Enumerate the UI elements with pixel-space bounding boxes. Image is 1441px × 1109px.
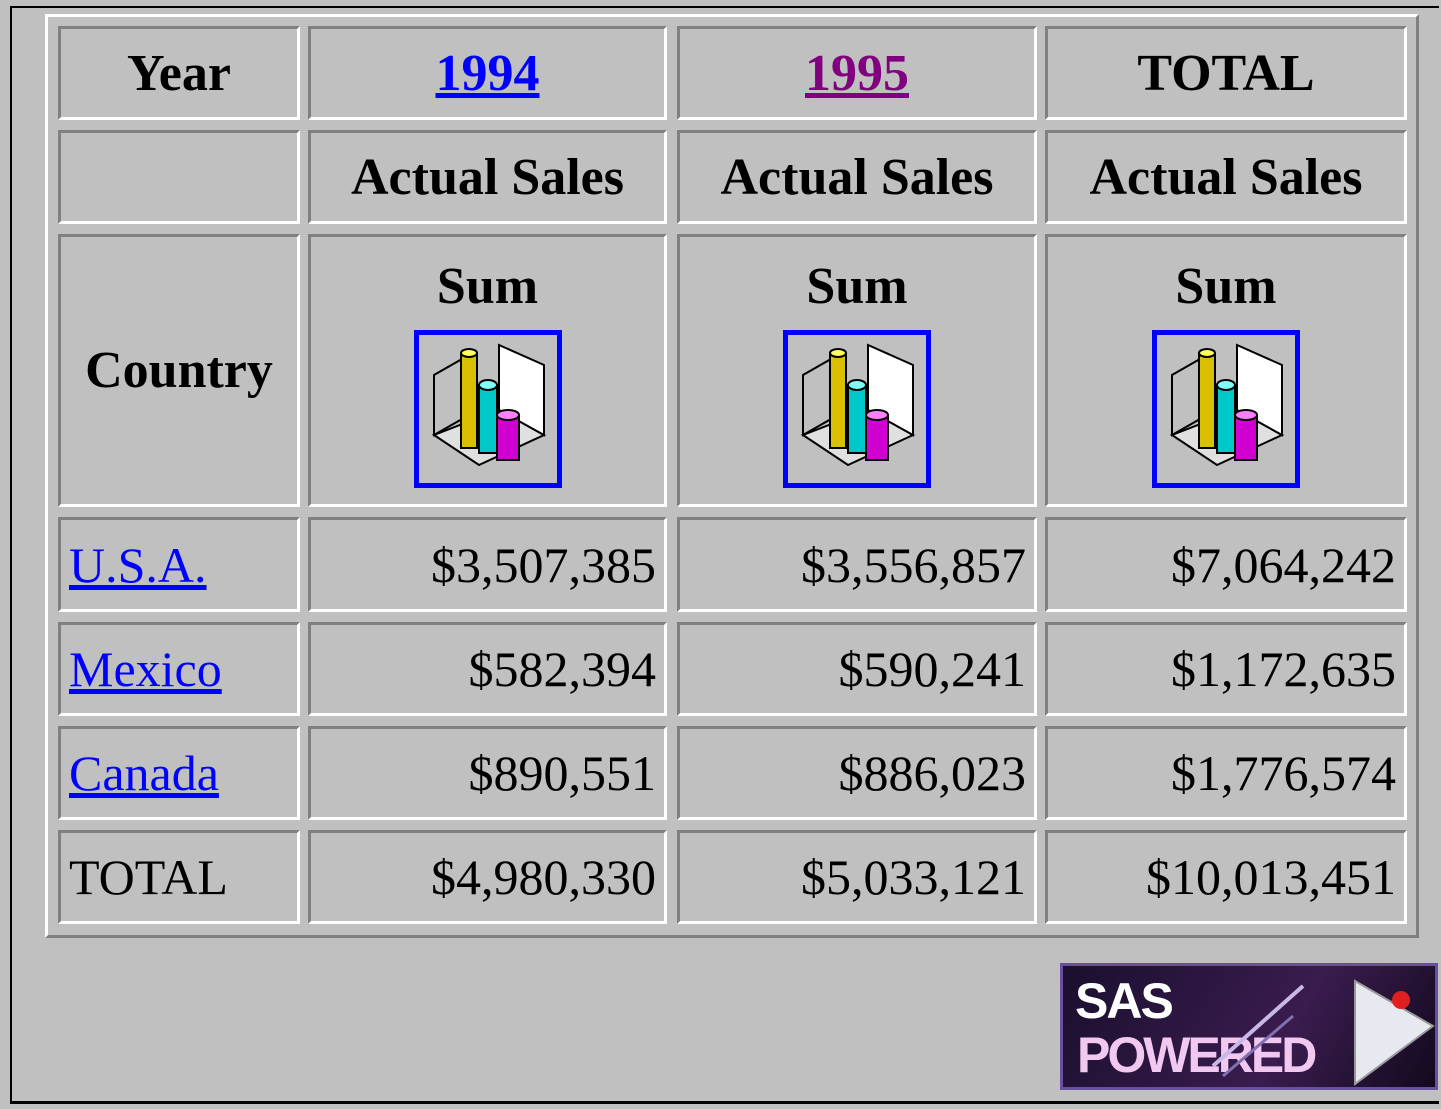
data-cell: $1,172,635 <box>1045 622 1407 716</box>
header-text: Actual Sales <box>1089 148 1363 206</box>
header-cell: Sum <box>308 234 667 507</box>
data-cell: $10,013,451 <box>1045 830 1407 924</box>
page-frame <box>10 6 1439 1104</box>
header-cell: 1994 <box>308 26 667 120</box>
header-cell: 1995 <box>677 26 1037 120</box>
data-cell: $3,507,385 <box>308 517 667 612</box>
data-cell: $886,023 <box>677 726 1037 820</box>
logo-graphic <box>1211 979 1435 1086</box>
data-cell: $582,394 <box>308 622 667 716</box>
chart-icon-link[interactable] <box>413 330 562 488</box>
cell-value: $3,556,857 <box>801 536 1026 593</box>
header-text: Sum <box>806 258 908 315</box>
header-cell: Country <box>58 234 300 507</box>
row-header-cell: TOTAL <box>58 830 300 924</box>
country-link[interactable]: U.S.A. <box>69 536 207 593</box>
header-text: Year <box>127 44 231 102</box>
data-cell: $5,033,121 <box>677 830 1037 924</box>
cell-value: $1,776,574 <box>1171 745 1396 801</box>
header-cell: Sum <box>1045 234 1407 507</box>
data-cell: $7,064,242 <box>1045 517 1407 612</box>
header-text: TOTAL <box>1137 44 1315 102</box>
header-cell: Actual Sales <box>308 130 667 224</box>
cell-value: $5,033,121 <box>801 849 1026 905</box>
row-label: TOTAL <box>69 849 228 905</box>
header-cell: TOTAL <box>1045 26 1407 120</box>
year-link[interactable]: 1995 <box>805 44 909 102</box>
data-cell: $590,241 <box>677 622 1037 716</box>
cell-value: $1,172,635 <box>1171 641 1396 697</box>
header-text: Sum <box>436 258 539 315</box>
cell-value: $7,064,242 <box>1171 536 1396 593</box>
cell-value: $3,507,385 <box>431 536 656 593</box>
header-cell: Year <box>58 26 300 120</box>
data-cell: $1,776,574 <box>1045 726 1407 820</box>
header-text: Country <box>85 342 273 399</box>
header-cell <box>58 130 300 224</box>
row-header-cell: U.S.A. <box>58 517 300 612</box>
logo-line: POWERED <box>1077 1027 1317 1083</box>
header-cell: Sum <box>677 234 1037 507</box>
chart-icon-link[interactable] <box>783 330 931 488</box>
cell-value: $890,551 <box>468 745 657 801</box>
header-cell: Actual Sales <box>1045 130 1407 224</box>
cell-value: $590,241 <box>838 641 1027 697</box>
header-text: Actual Sales <box>351 148 624 206</box>
data-cell: $4,980,330 <box>308 830 667 924</box>
chart-icon-link[interactable] <box>1152 330 1300 488</box>
header-cell: Actual Sales <box>677 130 1037 224</box>
data-cell: $890,551 <box>308 726 667 820</box>
header-text: Actual Sales <box>720 148 994 206</box>
cell-value: $10,013,451 <box>1146 849 1396 905</box>
year-link[interactable]: 1994 <box>435 44 540 102</box>
row-header-cell: Mexico <box>58 622 300 716</box>
report-table: Year Country 1994 Actual Sales Sum 1995 Actua… <box>45 14 1419 938</box>
sas-powered-logo[interactable]: SAS POWERED <box>1060 963 1438 1090</box>
cell-value: $582,394 <box>468 641 657 697</box>
cell-value: $4,980,330 <box>431 849 656 905</box>
country-link[interactable]: Mexico <box>69 641 222 697</box>
country-link[interactable]: Canada <box>69 745 219 801</box>
cell-value: $886,023 <box>838 745 1027 801</box>
row-header-cell: Canada <box>58 726 300 820</box>
data-cell: $3,556,857 <box>677 517 1037 612</box>
header-text: Sum <box>1175 258 1277 315</box>
logo-line: SAS <box>1075 973 1174 1029</box>
